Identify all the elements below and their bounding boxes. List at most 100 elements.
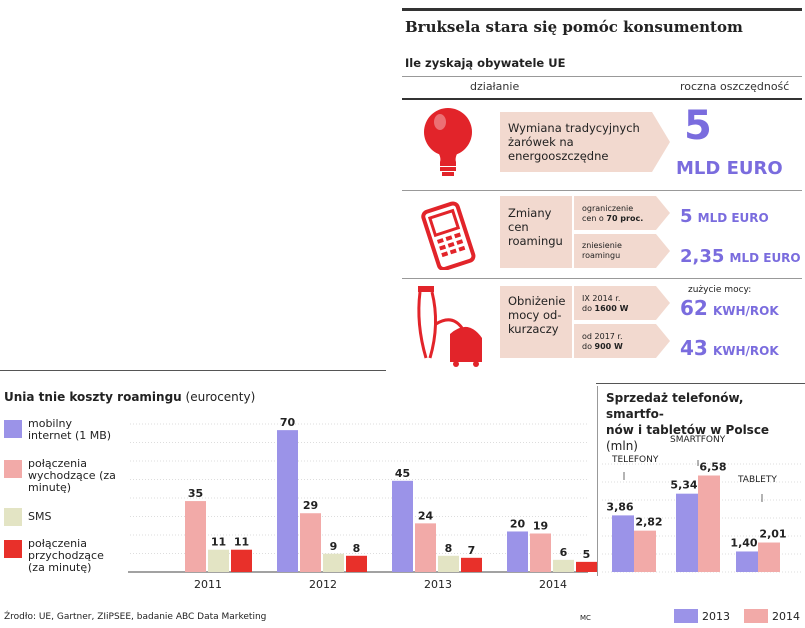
bar [208, 549, 229, 572]
saving-2b: 2,35 MLD EURO [680, 246, 801, 267]
data-label: 70 [280, 416, 296, 429]
data-label: 2,82 [635, 516, 662, 529]
light-bulb-icon [424, 108, 472, 176]
bar [507, 531, 528, 572]
infographic-title: Bruksela stara się pomóc konsumentom [405, 18, 743, 36]
bar [346, 555, 367, 572]
data-label: 45 [395, 467, 410, 480]
header-divider [402, 98, 802, 100]
action-box-3 [500, 286, 572, 358]
category-label: TELEFONY [611, 455, 659, 465]
bar [415, 523, 436, 572]
data-label: 3,86 [606, 500, 633, 513]
saving-2a: 5 MLD EURO [680, 206, 769, 227]
data-label: 2,01 [759, 528, 786, 541]
data-label: 11 [211, 536, 226, 549]
bar [277, 430, 298, 572]
column-header-action: działanie [470, 80, 520, 93]
legend-label-2013: 2013 [702, 610, 730, 623]
legend-label-2014: 2014 [772, 610, 800, 623]
bar [438, 555, 459, 572]
mobile-phone-icon [421, 201, 476, 270]
row-divider-2 [402, 278, 802, 279]
sub-arrow-boxes-2 [574, 196, 670, 268]
category-label: TABLETY [737, 475, 777, 485]
action-arrow-box-1 [500, 112, 670, 172]
bar [461, 557, 482, 572]
legend-label-outgoing: połączenia wychodzące (za minutę) [28, 457, 116, 494]
bar [676, 493, 698, 572]
source-note: Źrodło: UE, Gartner, ZIiPSEE, badanie AB… [4, 612, 267, 622]
sales-top-rule [596, 383, 805, 384]
action-label-2: Zmiany cen roamingu [508, 206, 563, 248]
header-rule [402, 76, 802, 77]
legend-swatch-sms [4, 508, 22, 526]
sub-arrow-boxes-3 [574, 286, 670, 358]
top-rule [402, 8, 802, 11]
data-label: 6 [560, 546, 568, 559]
data-label: 8 [353, 542, 361, 555]
legend-swatch-internet [4, 420, 22, 438]
power-header: zużycie mocy: [688, 285, 752, 295]
x-tick-label: 2012 [309, 578, 337, 591]
saving-3a: 62 KWH/ROK [680, 296, 779, 320]
sub-label-3b: od 2017 r. do 900 W [582, 332, 623, 351]
data-label: 1,40 [730, 536, 757, 549]
saving-3b: 43 KWH/ROK [680, 336, 779, 360]
sub-label-2a: ograniczenie cen o 70 proc. [582, 204, 644, 223]
saving-unit-1: MLD EURO [676, 158, 783, 179]
legend-swatch-2014 [744, 609, 768, 623]
vacuum-cleaner-icon [417, 286, 482, 367]
saving-value-1: 5 [684, 103, 712, 149]
sales-bar-chart: 3,862,82 TELEFONY 5,346,58 SMARTFONY 1,402,0… [602, 435, 802, 573]
roaming-bar-chart: 35 11 11 2011 70 29 9 8 2012 45 24 8 7 2013 20 19 6 5 2014 [128, 416, 597, 591]
roaming-top-rule [0, 370, 386, 371]
legend-label-incoming: połączenia przychodzące (za minutę) [28, 537, 104, 574]
bar [323, 553, 344, 572]
roaming-title: Unia tnie koszty roamingu (eurocenty) [4, 390, 256, 404]
legend-label-internet: mobilny internet (1 MB) [28, 417, 112, 442]
column-header-saving: roczna oszczędność [680, 80, 790, 93]
category-label: SMARTFONY [670, 435, 726, 445]
bar [634, 530, 656, 572]
bar [698, 475, 720, 572]
data-label: 24 [418, 509, 434, 522]
infographic-subtitle: Ile zyskają obywatele UE [405, 56, 566, 70]
action-label-3: Obniżenie mocy od-kurzaczy [508, 294, 566, 336]
bar [576, 561, 597, 572]
bar [612, 515, 634, 572]
data-label: 5,34 [670, 479, 697, 492]
sales-title: Sprzedaż telefonów, smartfo-nów i tablet… [606, 391, 770, 453]
data-label: 19 [533, 519, 548, 532]
data-label: 9 [330, 540, 338, 553]
legend-swatch-incoming [4, 540, 22, 558]
bar [530, 533, 551, 572]
data-label: 8 [445, 542, 453, 555]
data-label: 20 [510, 517, 526, 530]
author-credit: MC [580, 614, 591, 622]
legend-swatch-outgoing [4, 460, 22, 478]
bar [392, 480, 413, 572]
legend-swatch-2013 [674, 609, 698, 623]
action-label-1: Wymiana tradycyjnych żarówek na energoos… [508, 121, 640, 163]
data-label: 5 [583, 548, 591, 561]
x-tick-label: 2013 [424, 578, 452, 591]
bar [736, 551, 758, 572]
data-label: 7 [468, 544, 476, 557]
bar [185, 501, 206, 572]
sales-divider [597, 386, 598, 576]
legend-label-sms: SMS [28, 510, 52, 523]
bar [758, 542, 780, 572]
sub-label-3a: IX 2014 r. do 1600 W [582, 294, 629, 313]
bar [231, 549, 252, 572]
data-label: 29 [303, 499, 318, 512]
action-box-2 [500, 196, 572, 268]
bar [300, 513, 321, 572]
data-label: 35 [188, 487, 203, 500]
row-divider-1 [402, 190, 802, 191]
bar [553, 559, 574, 572]
x-tick-label: 2014 [539, 578, 567, 591]
data-label: 11 [234, 536, 249, 549]
sub-label-2b: zniesienie roamingu [582, 241, 622, 260]
x-tick-label: 2011 [194, 578, 222, 591]
